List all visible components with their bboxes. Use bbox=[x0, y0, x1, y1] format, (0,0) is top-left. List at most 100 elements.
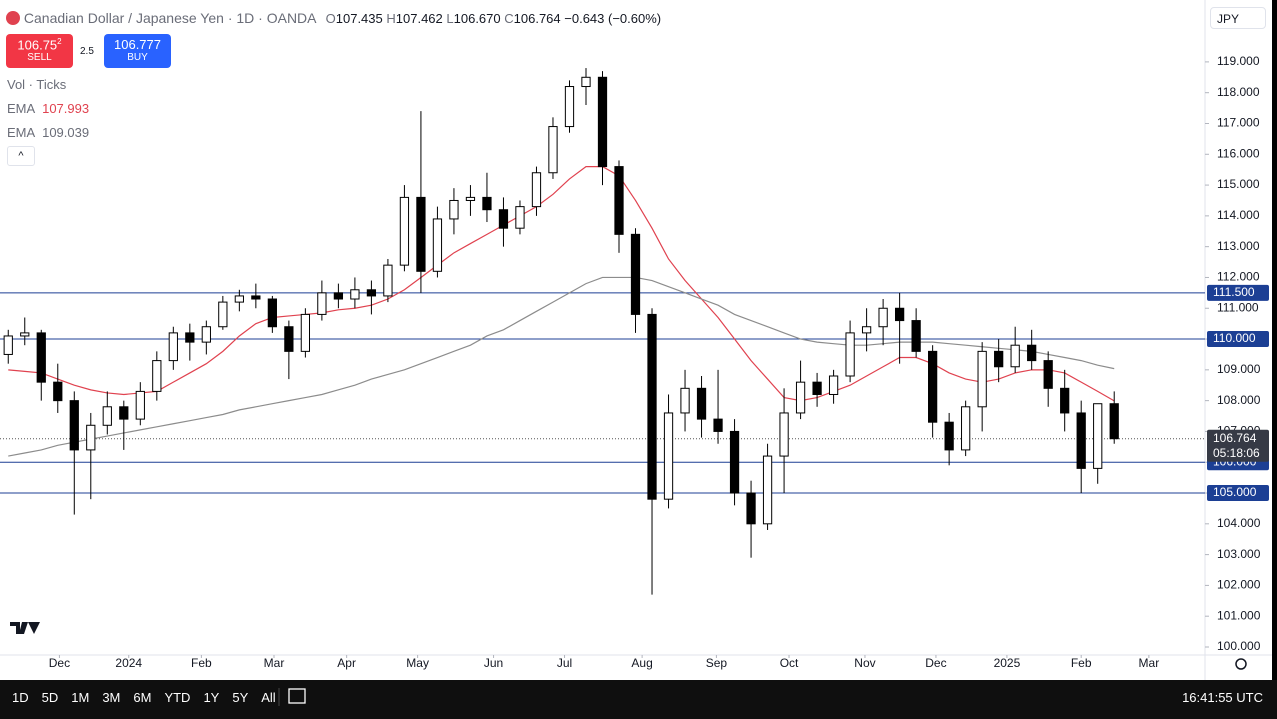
ema-line bbox=[8, 276, 1115, 457]
x-tick-label: Jul bbox=[557, 656, 572, 670]
l-value: 106.670 bbox=[453, 11, 501, 26]
candle-body bbox=[894, 307, 905, 322]
y-tick-label: 114.000 bbox=[1217, 208, 1260, 222]
candle-body bbox=[828, 375, 839, 395]
volume-indicator[interactable]: Vol · Ticks bbox=[7, 77, 67, 92]
candle-body bbox=[1027, 344, 1037, 362]
candle-body bbox=[366, 289, 377, 297]
candle-body bbox=[1060, 387, 1070, 414]
candle-body bbox=[1076, 412, 1086, 469]
x-tick-label: Oct bbox=[780, 656, 799, 670]
candle-body bbox=[119, 406, 129, 420]
buy-label: BUY bbox=[127, 52, 148, 63]
level-label: 111.500 bbox=[1213, 285, 1255, 299]
range-button[interactable]: 6M bbox=[133, 690, 152, 705]
range-button[interactable]: 5D bbox=[41, 690, 59, 705]
spread: 2.5 bbox=[80, 46, 94, 57]
candle-body bbox=[861, 326, 872, 334]
ema-2-value: 109.039 bbox=[42, 125, 90, 140]
last-price-bg bbox=[1207, 429, 1269, 462]
x-tick-label: Mar bbox=[264, 656, 285, 670]
candle-body bbox=[201, 326, 211, 343]
candle-body bbox=[944, 421, 954, 451]
candle-body bbox=[350, 289, 360, 300]
settings-icon[interactable] bbox=[1235, 658, 1247, 670]
x-tick-label: Apr bbox=[337, 656, 356, 670]
plot-area bbox=[0, 68, 1205, 595]
level-label-bg bbox=[1207, 485, 1269, 502]
candle-body bbox=[928, 350, 938, 423]
range-button[interactable]: 1D bbox=[12, 690, 29, 705]
axes: 100.000 101.000 102.000 103.000 104.000 105.0… bbox=[49, 54, 1269, 670]
y-tick-label: 111.000 bbox=[1217, 300, 1259, 314]
y-tick-label: 101.000 bbox=[1217, 608, 1261, 622]
candle-body bbox=[630, 233, 641, 315]
candle-body bbox=[300, 313, 311, 352]
candle-body bbox=[1109, 403, 1119, 440]
range-button[interactable]: 5Y bbox=[232, 690, 249, 705]
y-tick-label: 109.000 bbox=[1217, 362, 1261, 376]
tv-logo bbox=[10, 622, 40, 634]
range-button[interactable]: 3M bbox=[102, 690, 121, 705]
candle-body bbox=[746, 492, 756, 525]
candle-body bbox=[548, 126, 558, 174]
ema-2[interactable]: EMA 109.039 bbox=[7, 125, 89, 140]
candle-body bbox=[581, 76, 591, 88]
date-range-icon[interactable] bbox=[288, 688, 306, 704]
candle-body bbox=[482, 196, 492, 211]
candle-body bbox=[1093, 403, 1103, 469]
x-tick-label: Aug bbox=[631, 656, 652, 670]
candle-body bbox=[564, 86, 575, 128]
ema-1-name: EMA bbox=[7, 101, 35, 116]
sell-label: SELL bbox=[27, 52, 52, 64]
buy-button[interactable]: 106.777 BUY bbox=[104, 34, 171, 68]
level-label: 105.000 bbox=[1213, 485, 1257, 499]
candle-body bbox=[234, 295, 244, 303]
level-label-bg bbox=[1207, 331, 1269, 348]
range-button[interactable]: YTD bbox=[164, 690, 191, 705]
c-label: C bbox=[504, 11, 514, 26]
currency-selector[interactable]: JPY bbox=[1210, 7, 1266, 29]
candle-body bbox=[531, 172, 542, 208]
range-button[interactable]: All bbox=[261, 690, 276, 705]
candle-body bbox=[713, 418, 723, 432]
x-tick-label: Feb bbox=[191, 656, 212, 670]
range-buttons: 1D 5D 1M 3M 6M YTD 1Y 5Y All bbox=[12, 690, 276, 705]
level-label-bg bbox=[1207, 284, 1269, 301]
ema-1-value: 107.993 bbox=[42, 101, 90, 116]
y-tick-label: 102.000 bbox=[1217, 578, 1261, 592]
y-tick-label: 115.000 bbox=[1217, 177, 1260, 191]
candle-body bbox=[102, 406, 112, 426]
candle-body bbox=[86, 424, 96, 451]
candle-body bbox=[1043, 360, 1053, 389]
collapse-button[interactable]: ^ bbox=[7, 146, 35, 166]
last-price-label: 106.764 bbox=[1213, 431, 1257, 445]
y-tick-label: 104.000 bbox=[1217, 516, 1261, 530]
flag-icon bbox=[6, 11, 20, 25]
l-label: L bbox=[446, 11, 454, 26]
candle-body bbox=[663, 412, 674, 500]
candle-body bbox=[961, 406, 971, 451]
x-tick-label: Jun bbox=[484, 656, 503, 670]
range-button[interactable]: 1Y bbox=[203, 690, 220, 705]
candle-body bbox=[152, 360, 162, 392]
candle-body bbox=[515, 206, 525, 229]
y-tick-label: 103.000 bbox=[1217, 547, 1261, 561]
range-button[interactable]: 1M bbox=[71, 690, 90, 705]
candle-body bbox=[317, 292, 327, 315]
y-tick-label: 108.000 bbox=[1217, 393, 1261, 407]
candle-body bbox=[680, 387, 690, 414]
o-label: O bbox=[325, 11, 336, 26]
y-tick-label: 100.000 bbox=[1217, 639, 1261, 653]
ema-1[interactable]: EMA 107.993 bbox=[7, 101, 89, 116]
candle-body bbox=[53, 381, 63, 402]
y-tick-label: 119.000 bbox=[1217, 54, 1260, 68]
sell-button[interactable]: 106.752 SELL bbox=[6, 34, 73, 68]
x-tick-label: 2025 bbox=[994, 656, 1021, 670]
x-tick-label: Nov bbox=[854, 656, 875, 670]
candle-body bbox=[20, 332, 30, 337]
candle-body bbox=[185, 332, 195, 343]
candle-body bbox=[795, 381, 806, 414]
candle-body bbox=[36, 332, 46, 383]
